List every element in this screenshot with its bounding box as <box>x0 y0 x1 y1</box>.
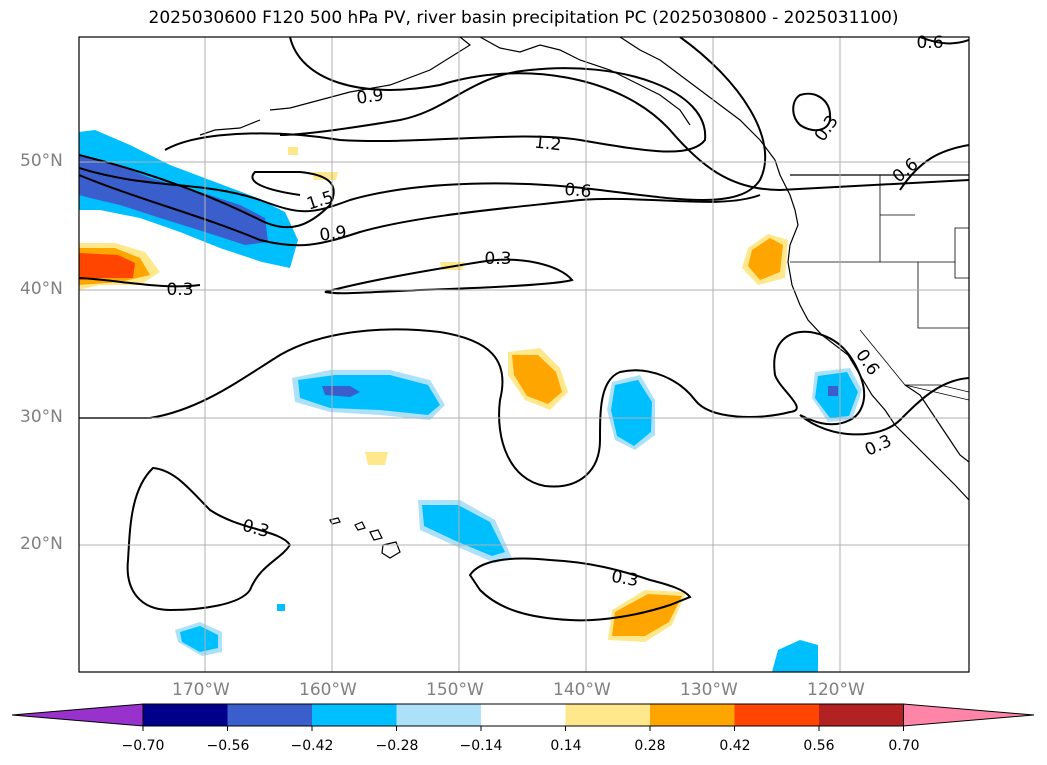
contour-0.9-north <box>289 37 969 192</box>
colorbar-tick-label: −0.70 <box>121 738 165 754</box>
colorbar-segment <box>312 704 397 726</box>
lon-label-170: 170°W <box>172 680 230 700</box>
colorbar-segment <box>819 704 904 726</box>
lat-label-40: 40°N <box>20 279 63 299</box>
lon-label-130: 130°W <box>680 680 738 700</box>
colorbar-extend-min <box>11 703 144 727</box>
lat-label-20: 20°N <box>20 534 63 554</box>
contour-label: 0.6 <box>916 33 943 53</box>
colorbar-tick-label: 0.70 <box>888 738 920 754</box>
contour-0.6-ne <box>899 144 969 191</box>
colorbar-tick-label: −0.14 <box>459 738 503 754</box>
colorbar-frame <box>142 703 904 727</box>
colorbar-tick-label: −0.42 <box>290 738 334 754</box>
lat-label-50: 50°N <box>20 151 63 171</box>
contour-0.3-south <box>126 466 292 612</box>
lon-label-120: 120°W <box>807 680 865 700</box>
contour-0.3-north <box>79 277 201 288</box>
colorbar-segment <box>481 704 566 726</box>
lon-label-140: 140°W <box>553 680 611 700</box>
shade-negative-se <box>772 640 818 672</box>
contour-label: 0.3 <box>484 249 511 269</box>
colorbar-tick-label: −0.28 <box>375 738 419 754</box>
lon-label-150: 150°W <box>426 680 484 700</box>
shade-negative-center-2 <box>611 380 652 446</box>
contour-1.2 <box>164 67 707 153</box>
shade-negative-e-3 <box>828 386 838 396</box>
shade-negative-sw-2 <box>180 626 218 652</box>
map-title: 2025030600 F120 500 hPa PV, river basin … <box>148 8 899 28</box>
contour-0.3-ne <box>792 92 832 132</box>
shade-positive-s <box>612 594 682 636</box>
colorbar-tick-label: −0.56 <box>206 738 250 754</box>
colorbar-segment <box>396 704 482 726</box>
colorbar-tick-label: 0.14 <box>550 738 582 754</box>
colorbar-segment <box>650 704 735 726</box>
contour-0.3-se <box>468 557 692 622</box>
lon-label-160: 160°W <box>299 680 357 700</box>
contour-label: 0.6 <box>564 180 593 202</box>
shade-negative-s-2 <box>422 505 505 556</box>
contour-0.9-west <box>79 174 761 247</box>
colorbar-tick-label: 0.42 <box>719 738 751 754</box>
colorbar-segment <box>565 704 651 726</box>
contour-0.6-top <box>919 37 969 45</box>
graticule <box>79 37 969 672</box>
colorbar-tick-label: 0.28 <box>634 738 666 754</box>
contour-label: 0.3 <box>610 567 640 591</box>
shade-negative-small-5 <box>277 604 285 611</box>
lat-label-30: 30°N <box>20 407 63 427</box>
contour-label: 0.9 <box>318 222 348 246</box>
contour-1.5 <box>79 154 335 229</box>
map-frame <box>78 36 970 673</box>
colorbar-tick-label: 0.56 <box>803 738 835 754</box>
colorbar-extend-max <box>903 703 1035 727</box>
colorbar-segment <box>143 704 228 726</box>
contour-0.3-mid <box>324 258 574 295</box>
shade-negative-nw-strong <box>79 155 268 245</box>
contour-label: 1.2 <box>533 133 562 156</box>
shade-positive-small-2 <box>288 147 298 155</box>
shade-positive-small-4 <box>365 452 388 465</box>
colorbar-segment <box>734 704 820 726</box>
colorbar <box>11 703 1035 731</box>
shade-positive-e <box>748 238 783 280</box>
contour-label: 0.9 <box>355 85 385 109</box>
contour-label: 0.3 <box>166 280 193 300</box>
shade-positive-mid <box>512 355 562 404</box>
colorbar-segment <box>227 704 313 726</box>
shade-negative-mid-2 <box>298 375 440 415</box>
coastlines <box>199 37 969 559</box>
contour-0.3-long <box>79 328 969 488</box>
shade-positive-w-strong <box>79 253 135 280</box>
